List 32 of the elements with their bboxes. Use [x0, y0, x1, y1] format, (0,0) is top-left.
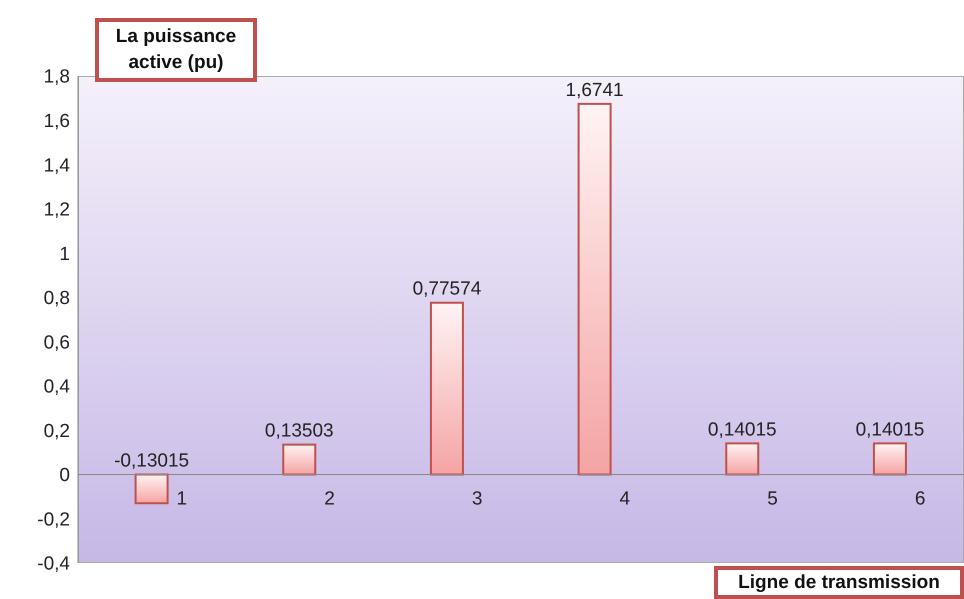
x-tick-label: 2: [324, 488, 335, 510]
y-tick-label: 0,2: [44, 420, 70, 442]
bar: [872, 442, 907, 476]
y-axis-title: La puissance active (pu): [95, 18, 257, 82]
x-tick-label: 6: [914, 488, 926, 510]
x-tick-label: 1: [176, 488, 188, 510]
x-axis-title: Ligne de transmission: [714, 566, 964, 599]
bar: [725, 442, 760, 476]
data-label: -0,13015: [114, 450, 190, 472]
data-label: 0,13503: [264, 420, 334, 442]
bar: [134, 473, 169, 504]
data-label: 0,14015: [708, 419, 777, 440]
bar: [430, 302, 464, 476]
y-tick-label: 1: [59, 244, 70, 265]
y-tick-label: 0: [59, 465, 70, 486]
x-tick-label: 5: [767, 488, 778, 510]
y-tick-label: 0,6: [44, 332, 70, 354]
data-label: 0,77574: [412, 278, 482, 300]
x-tick-label: 3: [472, 488, 482, 510]
data-label: 0,14015: [856, 419, 924, 440]
y-tick-label: -0,4: [37, 554, 70, 575]
y-tick-label: 1,2: [44, 200, 70, 221]
y-tick-label: 0,4: [44, 376, 70, 398]
y-tick-label: -0,2: [37, 509, 70, 530]
bar: [282, 444, 316, 476]
data-label: 1,6741: [566, 80, 624, 101]
y-tick-label: 1,4: [44, 155, 70, 176]
y-tick-label: 1,6: [44, 111, 70, 132]
y-tick-label: 1,8: [44, 66, 70, 88]
y-tick-label: 0,8: [44, 288, 70, 310]
bar: [578, 102, 612, 476]
x-tick-label: 4: [620, 488, 631, 510]
